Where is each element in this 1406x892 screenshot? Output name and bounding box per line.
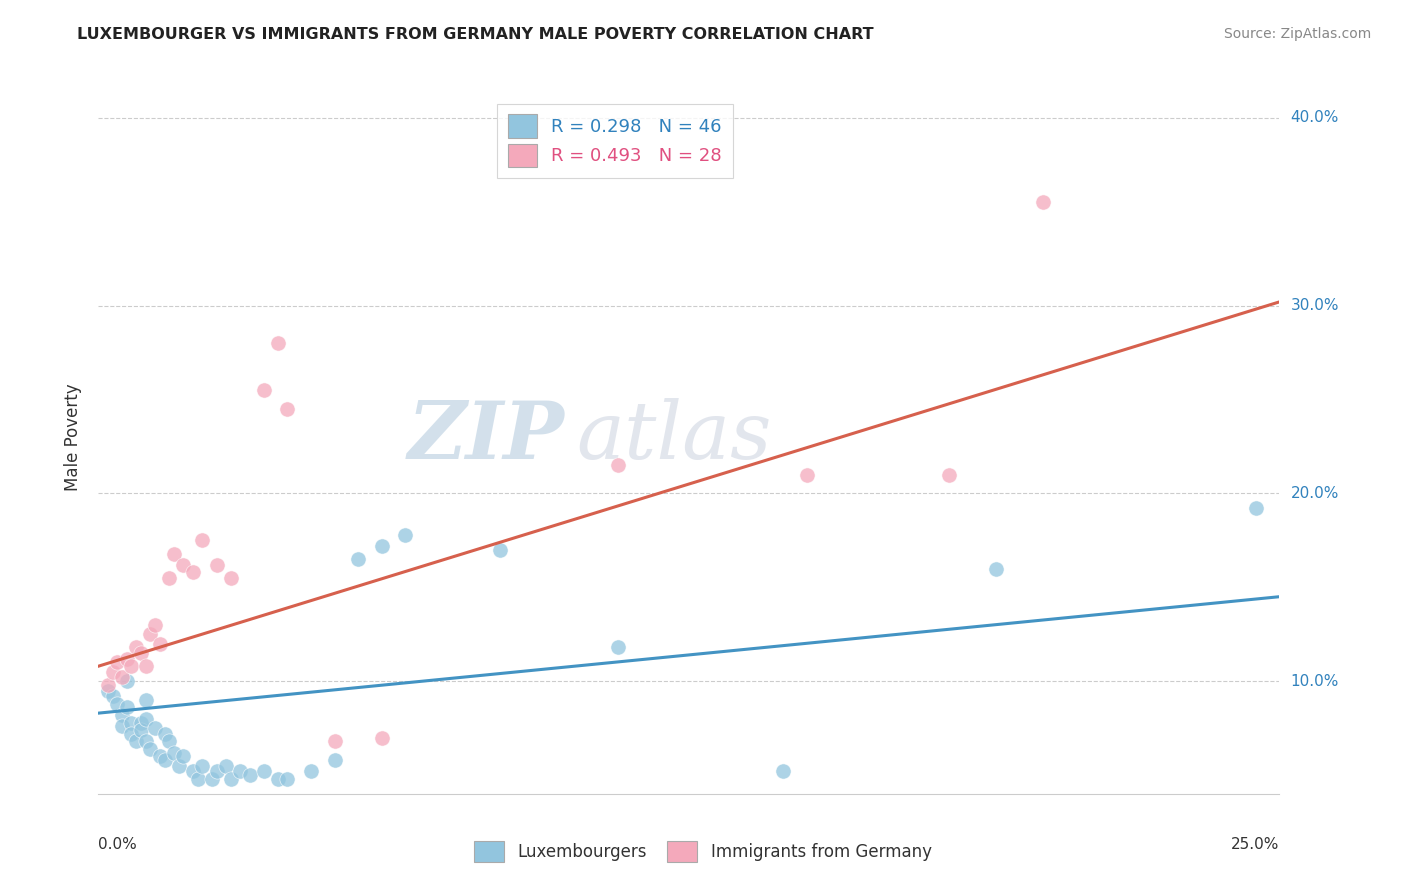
Text: ZIP: ZIP bbox=[408, 399, 565, 475]
Point bbox=[219, 772, 242, 786]
Point bbox=[984, 561, 1007, 575]
Point bbox=[115, 651, 138, 665]
Point bbox=[125, 640, 148, 655]
Point bbox=[111, 719, 134, 733]
Point bbox=[153, 727, 176, 741]
Text: 20.0%: 20.0% bbox=[1291, 486, 1339, 501]
Point bbox=[139, 627, 162, 641]
Point bbox=[111, 670, 134, 684]
Point bbox=[267, 772, 290, 786]
Point bbox=[135, 712, 157, 726]
Point bbox=[167, 758, 190, 772]
Point bbox=[139, 741, 162, 756]
Point bbox=[172, 749, 194, 764]
Point bbox=[205, 764, 228, 779]
Point bbox=[149, 637, 172, 651]
Point bbox=[267, 336, 290, 351]
Point bbox=[347, 552, 370, 566]
Point bbox=[153, 753, 176, 767]
Point bbox=[201, 772, 224, 786]
Y-axis label: Male Poverty: Male Poverty bbox=[65, 384, 83, 491]
Point bbox=[253, 383, 276, 397]
Point bbox=[121, 659, 143, 673]
Point bbox=[163, 547, 186, 561]
Point bbox=[1244, 501, 1267, 516]
Point bbox=[371, 539, 394, 553]
Point bbox=[143, 721, 166, 735]
Point bbox=[121, 727, 143, 741]
Text: LUXEMBOURGER VS IMMIGRANTS FROM GERMANY MALE POVERTY CORRELATION CHART: LUXEMBOURGER VS IMMIGRANTS FROM GERMANY … bbox=[77, 27, 875, 42]
Text: 10.0%: 10.0% bbox=[1291, 673, 1339, 689]
Point bbox=[172, 558, 194, 572]
Point bbox=[111, 708, 134, 723]
Point bbox=[129, 646, 152, 660]
Legend: Luxembourgers, Immigrants from Germany: Luxembourgers, Immigrants from Germany bbox=[465, 832, 941, 871]
Point bbox=[121, 715, 143, 730]
Point bbox=[607, 640, 630, 655]
Point bbox=[394, 527, 416, 541]
Point bbox=[149, 749, 172, 764]
Point bbox=[129, 723, 152, 737]
Point bbox=[772, 764, 794, 779]
Point bbox=[276, 401, 298, 416]
Text: Source: ZipAtlas.com: Source: ZipAtlas.com bbox=[1223, 27, 1371, 41]
Point bbox=[276, 772, 298, 786]
Point bbox=[371, 731, 394, 745]
Point bbox=[157, 734, 180, 748]
Point bbox=[115, 674, 138, 689]
Point bbox=[1032, 195, 1054, 210]
Point bbox=[125, 734, 148, 748]
Point bbox=[101, 690, 124, 704]
Point bbox=[191, 533, 214, 548]
Text: 25.0%: 25.0% bbox=[1232, 837, 1279, 852]
Point bbox=[299, 764, 322, 779]
Point bbox=[105, 697, 128, 711]
Point bbox=[253, 764, 276, 779]
Point bbox=[129, 715, 152, 730]
Text: 0.0%: 0.0% bbox=[98, 837, 138, 852]
Point bbox=[607, 458, 630, 473]
Point bbox=[115, 700, 138, 714]
Point bbox=[135, 659, 157, 673]
Legend: R = 0.298   N = 46, R = 0.493   N = 28: R = 0.298 N = 46, R = 0.493 N = 28 bbox=[498, 103, 733, 178]
Point bbox=[796, 467, 818, 482]
Point bbox=[323, 734, 346, 748]
Point bbox=[105, 656, 128, 670]
Point bbox=[323, 753, 346, 767]
Text: 40.0%: 40.0% bbox=[1291, 111, 1339, 126]
Text: atlas: atlas bbox=[576, 399, 772, 475]
Point bbox=[219, 571, 242, 585]
Point bbox=[191, 758, 214, 772]
Point bbox=[489, 542, 512, 557]
Point bbox=[181, 764, 204, 779]
Point bbox=[135, 734, 157, 748]
Point bbox=[229, 764, 252, 779]
Point bbox=[143, 618, 166, 632]
Point bbox=[157, 571, 180, 585]
Text: 30.0%: 30.0% bbox=[1291, 298, 1339, 313]
Point bbox=[239, 768, 262, 782]
Point bbox=[938, 467, 960, 482]
Point bbox=[135, 693, 157, 707]
Point bbox=[187, 772, 209, 786]
Point bbox=[97, 678, 120, 692]
Point bbox=[181, 566, 204, 580]
Point bbox=[163, 746, 186, 760]
Point bbox=[97, 683, 120, 698]
Point bbox=[101, 665, 124, 679]
Point bbox=[205, 558, 228, 572]
Point bbox=[215, 758, 238, 772]
